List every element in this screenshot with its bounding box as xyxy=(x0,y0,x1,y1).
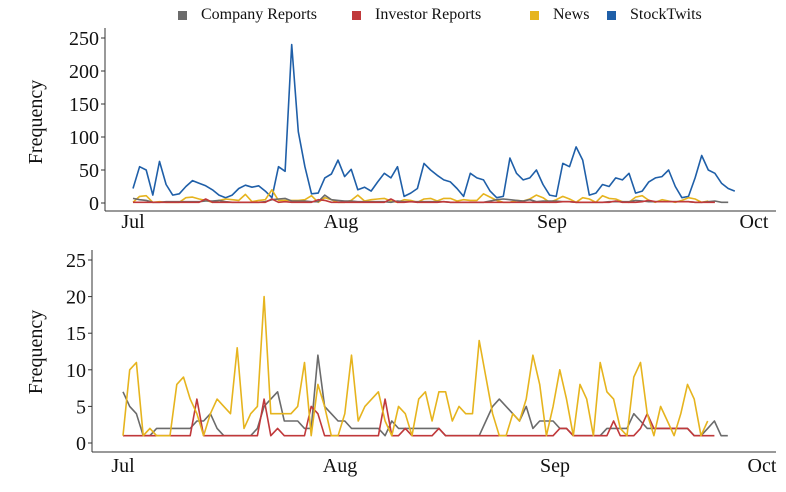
x-tick-label: Aug xyxy=(324,211,358,233)
series-line-investor-reports xyxy=(133,198,715,204)
y-tick-label: 0 xyxy=(89,193,99,215)
x-tick-label: Oct xyxy=(740,211,769,233)
legend-label: Investor Reports xyxy=(375,6,482,23)
x-tick-label: Jul xyxy=(111,455,135,477)
y-tick-label: 25 xyxy=(66,250,86,272)
x-tick-label: Jul xyxy=(121,211,145,233)
x-tick-label: Oct xyxy=(748,455,777,477)
legend-swatch xyxy=(530,10,539,20)
legend-swatch xyxy=(178,10,187,20)
legend-label: StockTwits xyxy=(630,6,702,23)
y-tick-label: 15 xyxy=(66,323,86,345)
legend-item: Company Reports xyxy=(178,6,317,24)
y-tick-label: 0 xyxy=(76,433,86,455)
legend-swatch xyxy=(607,10,616,20)
legend-item: StockTwits xyxy=(607,6,702,24)
y-axis-label: Frequency xyxy=(25,80,47,164)
legend-label: News xyxy=(553,6,590,23)
x-tick-label: Sep xyxy=(540,455,570,477)
legend-item: Investor Reports xyxy=(352,6,481,24)
y-tick-label: 250 xyxy=(69,28,99,50)
series-line-investor-reports xyxy=(123,398,715,437)
x-tick-label: Aug xyxy=(323,455,357,477)
legend: Company Reports Investor Reports News Stock… xyxy=(0,6,786,30)
y-tick-label: 100 xyxy=(69,127,99,149)
series-line-news xyxy=(122,295,709,437)
legend-label: Company Reports xyxy=(201,6,317,23)
y-tick-label: 200 xyxy=(69,61,99,83)
x-tick-label: Sep xyxy=(537,211,567,233)
top-chart: 0 50 100 150 200 250 Jul Aug Sep Oct Frequency xyxy=(25,28,776,233)
y-tick-label: 50 xyxy=(79,160,99,182)
series-line-company-reports xyxy=(122,354,728,437)
series-line-stocktwits xyxy=(132,43,736,199)
y-axis-label: Frequency xyxy=(25,310,47,394)
bottom-chart: 0 5 10 15 20 25 Jul Aug Sep Oct Frequency xyxy=(25,250,777,477)
series-line-news xyxy=(132,189,709,204)
legend-item: News xyxy=(530,6,589,24)
y-tick-label: 5 xyxy=(76,396,86,418)
legend-swatch xyxy=(352,10,361,20)
y-tick-label: 20 xyxy=(66,287,86,309)
y-tick-label: 150 xyxy=(69,94,99,116)
y-tick-label: 10 xyxy=(66,360,86,382)
